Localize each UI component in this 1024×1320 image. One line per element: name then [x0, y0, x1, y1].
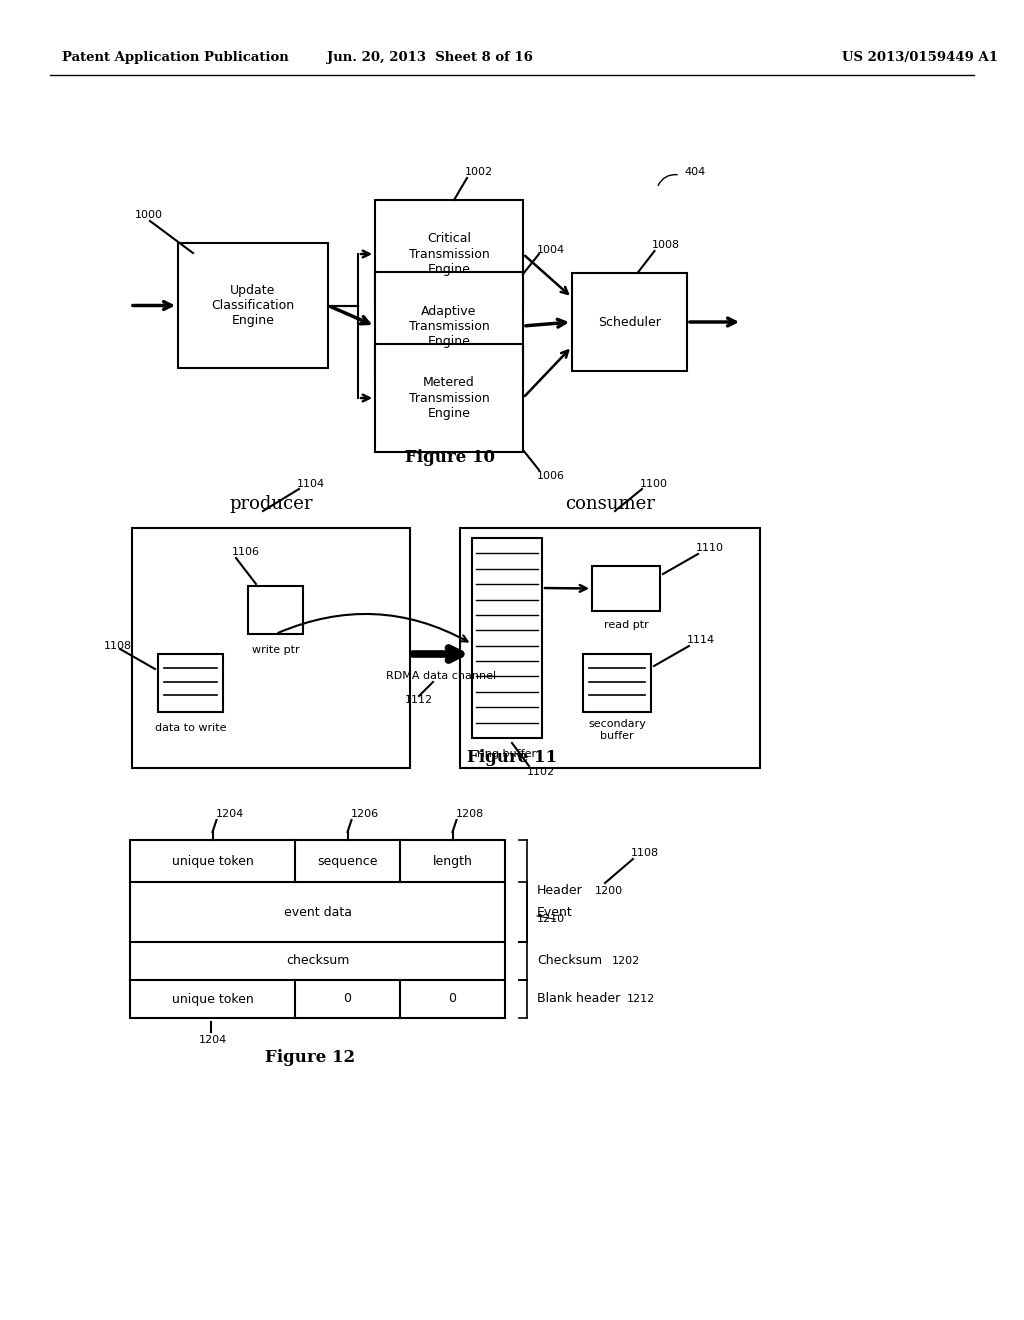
Bar [132, 528, 410, 768]
Text: write ptr: write ptr [252, 645, 299, 655]
Text: checksum: checksum [286, 954, 349, 968]
Text: data to write: data to write [155, 723, 226, 733]
Text: 404: 404 [684, 168, 706, 177]
Text: Figure 10: Figure 10 [406, 450, 495, 466]
Text: 1204: 1204 [199, 1035, 226, 1045]
Text: Patent Application Publication: Patent Application Publication [62, 51, 289, 65]
Text: 1208: 1208 [456, 809, 483, 818]
Text: Figure 12: Figure 12 [265, 1049, 355, 1067]
Text: 1108: 1108 [631, 847, 659, 858]
Text: 1104: 1104 [297, 479, 326, 488]
Bar [583, 653, 651, 711]
Text: unique token: unique token [172, 993, 253, 1006]
Text: 1210: 1210 [537, 915, 565, 924]
Text: 1112: 1112 [406, 696, 433, 705]
Text: consumer: consumer [565, 495, 655, 513]
Text: Critical
Transmission
Engine: Critical Transmission Engine [409, 232, 489, 276]
Text: 0: 0 [449, 993, 457, 1006]
Bar [130, 840, 505, 1018]
Text: producer: producer [229, 495, 312, 513]
Text: 1202: 1202 [612, 956, 640, 966]
Text: Event: Event [537, 906, 572, 919]
Text: Figure 11: Figure 11 [467, 750, 557, 767]
Text: event data: event data [284, 906, 351, 919]
Text: 1004: 1004 [537, 246, 565, 255]
Bar [460, 528, 760, 768]
Text: 0: 0 [343, 993, 351, 1006]
Text: sequence: sequence [317, 854, 378, 867]
Text: 1006: 1006 [537, 471, 565, 480]
Bar [248, 586, 303, 634]
Text: ring buffer: ring buffer [477, 748, 537, 759]
Text: Scheduler: Scheduler [598, 315, 660, 329]
Text: 1206: 1206 [350, 809, 379, 818]
Text: 1114: 1114 [687, 635, 715, 645]
Text: Header: Header [537, 884, 583, 898]
Text: read ptr: read ptr [603, 620, 648, 630]
Bar [375, 345, 523, 451]
Text: 1108: 1108 [104, 642, 132, 651]
Text: 1106: 1106 [232, 546, 260, 557]
Text: Adaptive
Transmission
Engine: Adaptive Transmission Engine [409, 305, 489, 347]
Text: Jun. 20, 2013  Sheet 8 of 16: Jun. 20, 2013 Sheet 8 of 16 [327, 51, 532, 65]
Text: 1008: 1008 [651, 240, 680, 249]
Text: 1002: 1002 [465, 168, 494, 177]
Text: length: length [432, 854, 472, 867]
Text: 1110: 1110 [696, 543, 724, 553]
Text: Metered
Transmission
Engine: Metered Transmission Engine [409, 376, 489, 420]
Bar [572, 273, 687, 371]
Text: 1200: 1200 [595, 886, 624, 896]
Text: Update
Classification
Engine: Update Classification Engine [211, 284, 295, 327]
Text: 1102: 1102 [527, 767, 555, 777]
Text: 1204: 1204 [215, 809, 244, 818]
Bar [472, 539, 542, 738]
Bar [375, 201, 523, 308]
Text: secondary
buffer: secondary buffer [588, 719, 646, 741]
Bar [592, 566, 660, 611]
Text: RDMA data channel: RDMA data channel [386, 671, 496, 681]
Text: unique token: unique token [172, 854, 253, 867]
Bar [375, 272, 523, 380]
Text: US 2013/0159449 A1: US 2013/0159449 A1 [842, 51, 998, 65]
Text: Checksum: Checksum [537, 954, 602, 968]
Text: Blank header: Blank header [537, 993, 621, 1006]
Bar [178, 243, 328, 368]
Bar [158, 653, 223, 711]
Text: 1212: 1212 [627, 994, 655, 1005]
Text: 1100: 1100 [640, 479, 668, 488]
Text: 1000: 1000 [135, 210, 163, 220]
